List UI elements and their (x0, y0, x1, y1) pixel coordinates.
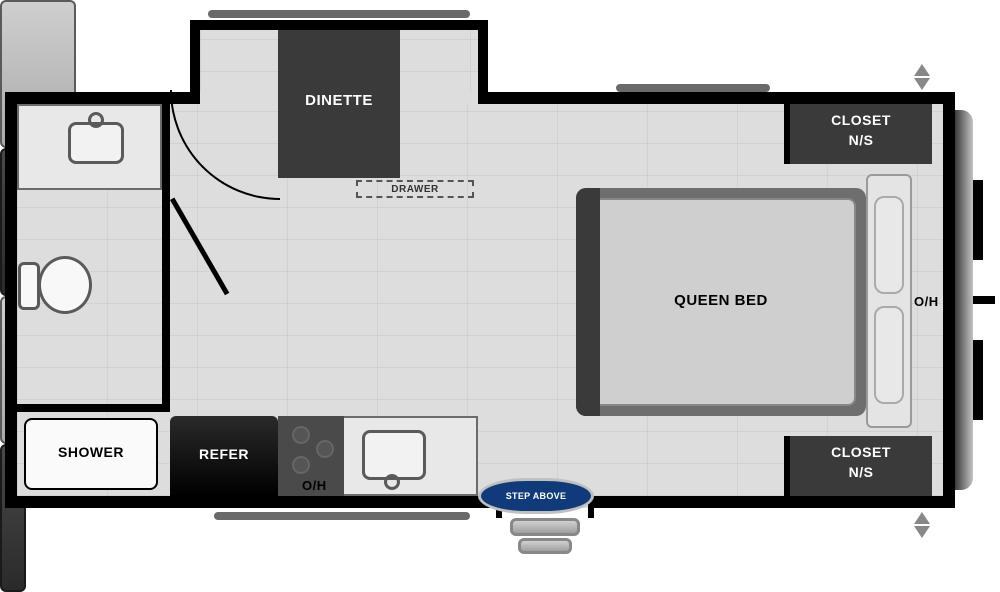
shower-label: SHOWER (24, 444, 158, 460)
drawer-label: DRAWER (391, 184, 438, 195)
dinette-drawer: DRAWER (356, 180, 474, 198)
queen-bed-label: QUEEN BED (586, 292, 856, 309)
front-cap (955, 110, 973, 490)
slideout-wall-top (190, 20, 488, 30)
burner-1 (292, 426, 310, 444)
slide-arrow-bottom (914, 512, 930, 524)
window-front-top (616, 84, 770, 92)
bathroom-faucet (88, 112, 104, 128)
shower-wall-top (17, 404, 170, 412)
hitch-plate-top (973, 180, 983, 260)
badge-text: STEP ABOVE (506, 491, 567, 501)
toilet-tank (18, 262, 40, 310)
hitch-plate-bottom (973, 340, 983, 420)
bathroom-wall (162, 104, 170, 404)
burner-2 (292, 456, 310, 474)
closet-bottom-sub: N/S (790, 464, 932, 480)
step-above-badge: STEP ABOVE (478, 478, 594, 514)
dinette-label: DINETTE (278, 92, 400, 109)
closet-top-wall (784, 104, 790, 164)
pillow-top (874, 196, 904, 294)
wall-right (943, 92, 955, 508)
bed-oh-label: O/H (914, 294, 939, 309)
entry-step-2 (518, 538, 572, 554)
closet-bottom-wall (784, 436, 790, 496)
toilet-bowl (38, 256, 92, 314)
closet-top-sub: N/S (790, 132, 932, 148)
slide-arrow-bottom-2 (914, 526, 930, 538)
closet-bottom-label: CLOSET (790, 444, 932, 460)
refer-label: REFER (170, 446, 278, 462)
window-kitchen (214, 512, 470, 520)
kitchen-sink (362, 430, 426, 480)
burner-3 (316, 440, 334, 458)
window-dinette (208, 10, 470, 18)
hitch-bar (973, 296, 995, 304)
kitchen-faucet (384, 474, 400, 490)
bathroom-sink (68, 122, 124, 164)
closet-top-label: CLOSET (790, 112, 932, 128)
slide-arrow-top-2 (914, 64, 930, 76)
wall-left (5, 92, 17, 508)
pillow-bottom (874, 306, 904, 404)
slide-arrow-top (914, 78, 930, 90)
kitchen-oh-label: O/H (302, 478, 327, 493)
slideout-wall-right (478, 20, 488, 102)
entry-step-1 (510, 518, 580, 536)
